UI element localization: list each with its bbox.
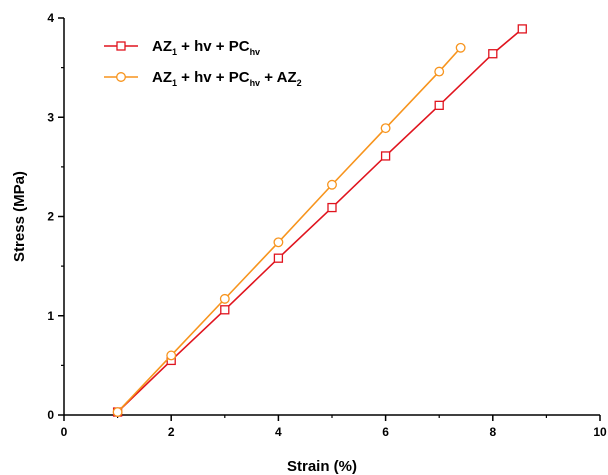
y-tick-label: 3 — [47, 110, 54, 124]
series-layer — [112, 24, 527, 417]
series-2 — [112, 42, 466, 417]
x-tick-label: 6 — [382, 425, 389, 439]
y-tick-label: 0 — [47, 408, 54, 422]
legend-label: AZ1 + hv + PChv + AZ2 — [152, 69, 302, 88]
x-tick-label: 4 — [275, 425, 282, 439]
x-tick-label: 10 — [593, 425, 607, 439]
series-2-line — [117, 47, 462, 413]
series-2-point — [273, 237, 284, 248]
x-tick-label: 8 — [489, 425, 496, 439]
legend-marker — [116, 72, 126, 82]
x-tick-label: 2 — [168, 425, 175, 439]
x-tick-label: 0 — [61, 425, 68, 439]
legend-entry-1: AZ1 + hv + PChv — [104, 38, 260, 57]
series-1-point — [273, 253, 284, 263]
series-1-point — [434, 100, 444, 110]
legend-label: AZ1 + hv + PChv — [152, 38, 260, 57]
y-tick-label: 1 — [47, 309, 54, 323]
axes: 0 2 4 6 8 10 0 1 2 3 4 — [47, 11, 607, 439]
series-2-point — [380, 123, 391, 134]
series-2-point — [327, 179, 337, 190]
series-1-point — [380, 151, 391, 161]
series-1-point — [327, 202, 337, 213]
legend-marker — [116, 41, 126, 51]
y-tick-label: 4 — [47, 11, 54, 25]
series-1-point — [488, 49, 498, 59]
series-2-point — [166, 350, 177, 361]
y-tick-label: 2 — [47, 210, 54, 224]
series-2-point — [219, 293, 230, 304]
series-1-line — [117, 28, 523, 413]
series-2-point — [434, 66, 445, 77]
x-axis-title: Strain (%) — [287, 458, 357, 475]
legend-entry-2: AZ1 + hv + PChv + AZ2 — [104, 69, 302, 88]
y-axis-title: Stress (MPa) — [11, 171, 28, 262]
series-1-point — [220, 305, 230, 315]
series-2-point — [112, 407, 123, 417]
legend: AZ1 + hv + PChv AZ1 + hv + PChv + AZ2 — [104, 38, 302, 88]
series-2-point — [455, 42, 466, 53]
series-1-point — [517, 24, 527, 34]
